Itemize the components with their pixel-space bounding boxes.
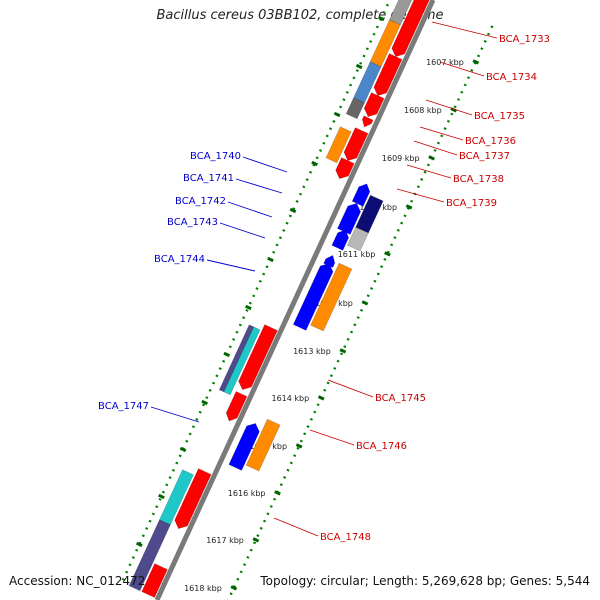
major-tick (428, 155, 435, 161)
major-tick (384, 251, 391, 257)
forward-gene-label: BCA_1734 (486, 72, 537, 83)
major-tick (311, 160, 318, 167)
forward-gene-label: BCA_1737 (459, 151, 510, 162)
major-tick (405, 204, 413, 210)
forward-gene-label: BCA_1733 (499, 34, 550, 45)
major-tick (267, 256, 274, 263)
forward-gene-label: BCA_1748 (320, 532, 371, 543)
forward-gene-label: BCA_1746 (356, 441, 407, 452)
forward-gene (361, 115, 374, 128)
major-tick (244, 304, 252, 311)
major-tick (158, 493, 165, 500)
forward-gene (373, 53, 403, 96)
major-tick (223, 351, 231, 358)
major-tick (289, 207, 297, 214)
genome-stats-label: Topology: circular; Length: 5,269,628 bp… (260, 574, 590, 588)
major-tick (377, 15, 385, 22)
label-leader-line (206, 259, 256, 272)
label-leader-line (227, 201, 273, 218)
major-tick (339, 348, 347, 354)
forward-gene-label: BCA_1745 (375, 393, 426, 404)
kbp-tick-label: 1614 kbp (271, 394, 309, 403)
forward-gene-label: BCA_1736 (465, 136, 516, 147)
reverse-gene (337, 203, 361, 235)
reverse-gene-label: BCA_1747 (98, 401, 149, 412)
label-leader-line (431, 21, 498, 39)
forward-gene (343, 127, 369, 161)
kbp-tick-label: 1611 kbp (338, 250, 376, 259)
kbp-tick-label: 1617 kbp (206, 536, 244, 545)
genome-backbone (154, 0, 436, 600)
major-tick (179, 446, 187, 453)
reverse-gene-label: BCA_1744 (154, 254, 205, 265)
forward-gene (174, 468, 212, 529)
label-leader-line (235, 178, 283, 194)
map-title: Bacillus cereus 03BB102, complete genome (156, 8, 444, 23)
major-tick (135, 541, 143, 548)
forward-gene (225, 391, 248, 422)
label-leader-line (406, 164, 452, 179)
forward-gene (391, 0, 430, 57)
kbp-tick-label: 1608 kbp (404, 106, 442, 115)
reverse-gene-category (245, 418, 281, 472)
major-tick (333, 111, 341, 118)
reverse-gene-category (347, 226, 369, 252)
major-tick (295, 443, 303, 449)
label-leader-line (273, 517, 319, 537)
major-tick (274, 490, 281, 496)
label-leader-line (242, 156, 288, 173)
accession-label: Accession: NC_012472 (9, 574, 146, 588)
reverse-gene (331, 229, 349, 251)
label-leader-line (219, 222, 266, 239)
reverse-gene-label: BCA_1743 (167, 217, 218, 228)
kbp-tick-label: 1613 kbp (293, 347, 331, 356)
reverse-gene-category (310, 262, 353, 332)
major-tick (252, 537, 260, 543)
reverse-gene-label: BCA_1740 (190, 151, 241, 162)
reverse-gene-label: BCA_1742 (175, 196, 226, 207)
label-leader-line (327, 379, 374, 398)
forward-gene (141, 563, 168, 598)
reverse-gene (228, 423, 260, 471)
forward-gene-label: BCA_1735 (474, 111, 525, 122)
label-leader-line (413, 140, 458, 156)
kbp-tick-label: 1618 kbp (184, 584, 222, 593)
label-leader-line (396, 188, 445, 203)
kbp-tick-label: 1607 kbp (426, 58, 464, 67)
major-tick (230, 585, 238, 591)
label-leader-line (419, 126, 464, 141)
major-tick (317, 395, 325, 401)
forward-gene (363, 92, 385, 117)
major-tick (472, 59, 480, 65)
forward-gene-label: BCA_1739 (446, 198, 497, 209)
major-tick (201, 399, 208, 406)
reverse-gene (292, 263, 334, 331)
reverse-gene (351, 183, 371, 207)
label-leader-line (425, 99, 473, 116)
kbp-tick-label: 1616 kbp (228, 489, 266, 498)
kbp-tick-label: 1609 kbp (382, 154, 420, 163)
major-tick (450, 107, 458, 113)
major-tick (361, 300, 369, 306)
forward-gene-category (345, 97, 365, 120)
reverse-gene-label: BCA_1741 (183, 173, 234, 184)
forward-gene-label: BCA_1738 (453, 174, 504, 185)
major-tick (355, 63, 363, 70)
forward-gene (335, 157, 355, 179)
forward-gene (238, 324, 278, 390)
forward-gene-category (325, 126, 352, 164)
label-leader-line (309, 429, 355, 446)
label-leader-line (150, 406, 200, 423)
forward-gene-category (218, 324, 255, 393)
label-leader-line (439, 61, 485, 77)
forward-gene-category (128, 519, 171, 592)
